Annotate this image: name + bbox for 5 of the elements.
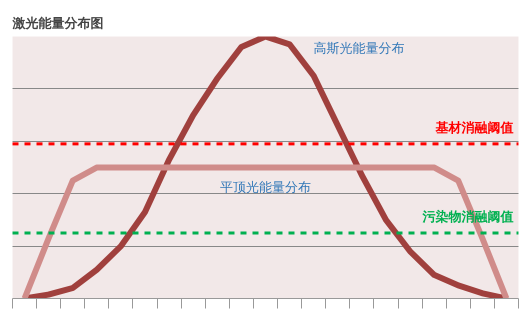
- ref-line-label: 基材消融阈值: [434, 121, 514, 136]
- ref-line-label: 污染物消融阈值: [422, 209, 514, 226]
- series-label: 平顶光能量分布: [220, 180, 311, 196]
- series-label: 高斯光能量分布: [314, 40, 405, 57]
- chart-title: 激光能量分布图: [12, 16, 104, 32]
